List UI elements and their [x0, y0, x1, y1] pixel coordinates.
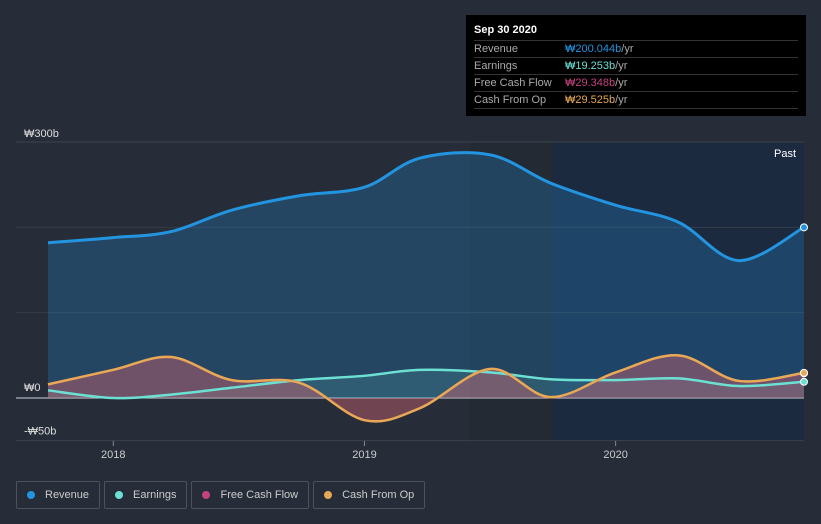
tooltip-unit: /yr: [615, 94, 628, 106]
tooltip-value: ₩29.525b: [565, 94, 616, 106]
y-tick-label: ₩300b: [24, 128, 59, 140]
series-end-point: [800, 368, 808, 377]
x-tick-label: 2018: [101, 449, 125, 461]
legend-label: Free Cash Flow: [220, 489, 299, 501]
tooltip-value: ₩19.253b: [565, 60, 616, 72]
series-line-cash-from-op: [47, 354, 805, 423]
x-tick-label: 2019: [352, 449, 376, 461]
series-area-3: [48, 355, 804, 422]
earnings-dot-icon: [115, 491, 124, 499]
series-area-2: [48, 355, 804, 422]
tooltip-label: Cash From Op: [474, 94, 547, 106]
revenue-dot-icon: [27, 491, 35, 499]
legend-cash-from-op[interactable]: Cash From Op: [313, 481, 426, 509]
legend-revenue[interactable]: Revenue: [16, 481, 101, 509]
legend-label: Earnings: [133, 489, 177, 501]
series-area-1: [48, 369, 804, 399]
tooltip-row: Revenue ₩200.044b /yr: [474, 41, 798, 58]
tooltip-value: ₩29.348b: [565, 77, 616, 89]
tooltip-row: Earnings ₩19.253b /yr: [474, 58, 798, 75]
y-tick-label: ₩0: [24, 382, 41, 394]
legend-label: Revenue: [45, 489, 90, 501]
series-end-point: [800, 377, 808, 386]
past-region: [552, 142, 804, 441]
tooltip-label: Revenue: [474, 43, 519, 55]
series-area-0: [48, 152, 804, 398]
tooltip: Sep 30 2020 Revenue ₩200.044b /yr Earnings…: [466, 15, 806, 116]
legend-free-cash-flow[interactable]: Free Cash Flow: [191, 481, 310, 509]
legend-label: Cash From Op: [342, 489, 415, 501]
series-end-point: [800, 223, 808, 232]
hover-band: [470, 142, 553, 441]
cfo-dot-icon: [324, 491, 333, 499]
tooltip-row: Cash From Op ₩29.525b /yr: [474, 92, 798, 109]
x-tick-label: 2020: [603, 449, 627, 461]
tooltip-unit: /yr: [615, 60, 628, 72]
tooltip-value: ₩200.044b: [565, 43, 622, 55]
past-label: Past: [774, 148, 796, 160]
tooltip-unit: /yr: [615, 77, 628, 89]
y-tick-label: -₩50b: [24, 426, 56, 438]
tooltip-row: Free Cash Flow ₩29.348b /yr: [474, 75, 798, 92]
series-line-revenue: [47, 151, 805, 263]
chart: ₩300b ₩0 -₩50b 2018 2019 2020 Past: [16, 128, 808, 461]
fcf-dot-icon: [202, 491, 211, 499]
series-line-earnings: [47, 368, 805, 400]
tooltip-unit: /yr: [621, 43, 634, 55]
tooltip-label: Free Cash Flow: [474, 77, 552, 89]
tooltip-date: Sep 30 2020: [474, 23, 798, 41]
legend: Revenue Earnings Free Cash Flow Cash Fro…: [16, 481, 426, 509]
legend-earnings[interactable]: Earnings: [104, 481, 188, 509]
tooltip-label: Earnings: [474, 60, 518, 72]
